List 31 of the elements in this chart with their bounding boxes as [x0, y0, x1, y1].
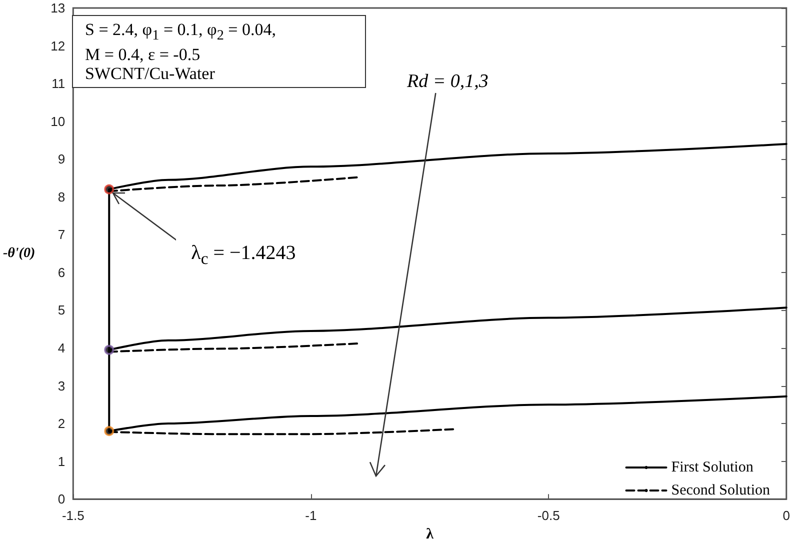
legend-label: Second Solution — [671, 482, 770, 498]
y-axis-title: -θ'(0) — [2, 246, 36, 262]
y-tick-label: 8 — [58, 189, 66, 204]
annotation: S = 2.4, φ$_{1}$ = 0.1, φ$_{2}$ = 0.04, — [85, 20, 278, 46]
x-tick-label: 0 — [782, 508, 790, 524]
x-tick-label: -0.5 — [537, 508, 560, 524]
x-tick-label: -1.5 — [62, 508, 84, 524]
y-tick-label: 10 — [50, 114, 66, 129]
y-tick-label: 6 — [58, 264, 66, 280]
x-tick-label: -1 — [305, 508, 317, 524]
y-tick-label: 11 — [52, 76, 66, 92]
y-tick-label: 7 — [58, 227, 66, 242]
y-tick-label: 1 — [58, 454, 66, 469]
point — [104, 184, 114, 194]
y-tick-label: 0 — [58, 492, 66, 507]
legend-label: First Solution — [671, 460, 754, 476]
point — [104, 344, 114, 355]
annotation: SWCNT/Cu-Water — [85, 64, 216, 84]
annotation: λ$_{c}$ = −1.4243 — [191, 242, 296, 270]
y-tick-label: 12 — [50, 38, 66, 54]
note-box: S = 2.4, φ$_{1}$ = 0.1, φ$_{2}$ = 0.04, M = 0.4, ε = -0.5 SWCNT/Cu-Water — [72, 15, 366, 88]
y-tick-label: 5 — [58, 302, 66, 318]
x-axis-title: λ — [426, 526, 434, 542]
annotation: M = 0.4, ε = -0.5 — [85, 45, 202, 64]
y-tick-label: 2 — [58, 416, 66, 432]
y-tick-label: 9 — [58, 152, 66, 167]
point — [104, 426, 114, 436]
annotation: Rd = 0,1,3 — [407, 70, 488, 93]
y-tick-label: 4 — [58, 340, 66, 356]
y-tick-label: 13 — [50, 0, 66, 16]
y-tick-label: 3 — [58, 378, 66, 394]
